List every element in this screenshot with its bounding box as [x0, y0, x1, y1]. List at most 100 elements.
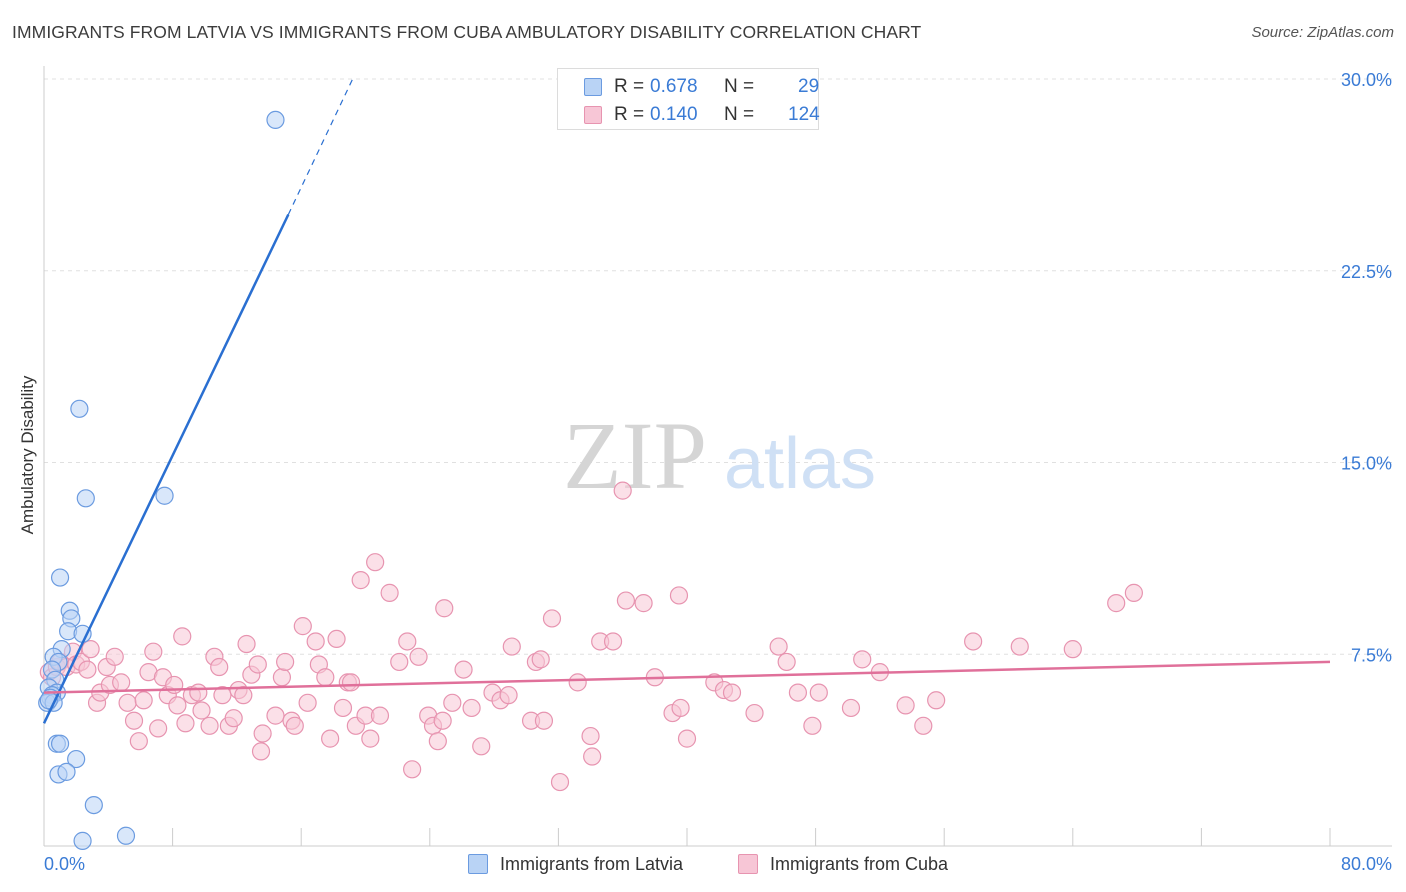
cuba-point [964, 632, 983, 651]
cuba-point [105, 647, 124, 666]
cuba-point [502, 637, 521, 656]
cuba-point [603, 632, 623, 651]
cuba-point [613, 481, 632, 500]
cuba-point [472, 737, 491, 756]
x-tick-label: 80.0% [1341, 854, 1392, 874]
cuba-point [266, 706, 285, 725]
legend-label: Immigrants from Cuba [770, 854, 949, 874]
latvia-point [76, 489, 95, 508]
cuba-point [293, 617, 312, 636]
cuba-point [390, 652, 409, 672]
n-label: N = [724, 104, 755, 125]
cuba-point [149, 719, 168, 738]
cuba-point [1124, 583, 1143, 602]
trendlines [42, 78, 1331, 724]
cuba-point [581, 726, 600, 746]
cuba-point [366, 553, 385, 572]
cuba-point [370, 706, 390, 725]
cuba-point [253, 724, 272, 743]
cuba-point [550, 772, 570, 792]
latvia-trendline-extension [287, 78, 354, 215]
latvia-point [67, 749, 86, 769]
cuba-point [112, 673, 131, 692]
cuba-point [669, 586, 689, 605]
cuba-point [189, 683, 208, 702]
latvia-trendline [42, 213, 290, 724]
n-label: N = [724, 76, 755, 97]
latvia-point [70, 399, 89, 418]
gridlines [44, 78, 1392, 655]
cuba-point [443, 693, 462, 712]
cuba-point [409, 647, 428, 666]
zipatlas-watermark: ZIP atlas [563, 402, 876, 509]
cuba-point [285, 716, 304, 735]
data-points [38, 110, 1143, 850]
cuba-point [298, 693, 317, 712]
n-value: 124 [788, 104, 820, 125]
cuba-point [433, 711, 452, 730]
y-tick-label: 15.0% [1341, 454, 1392, 474]
cuba-point [173, 627, 192, 646]
cuba-point [914, 716, 933, 735]
cuba-point [927, 691, 946, 710]
cuba-point [129, 732, 148, 751]
cuba-point [616, 591, 636, 610]
y-tick-label: 30.0% [1341, 70, 1392, 90]
cuba-point [435, 599, 454, 618]
cuba-point [321, 729, 340, 748]
cuba-legend-swatch [738, 854, 758, 874]
cuba-point [224, 709, 243, 728]
r-label: R = [614, 104, 645, 125]
cuba-point [81, 640, 100, 659]
cuba-point [454, 660, 473, 679]
cuba-point [534, 711, 554, 730]
cuba-point [1107, 594, 1126, 613]
cuba-point [398, 632, 417, 651]
cuba-point [568, 673, 587, 692]
cuba-point [134, 691, 153, 710]
cuba-point [777, 652, 796, 672]
stats-legend-box: R = 0.678 N = 29 R = 0.140 N = 124 [557, 68, 820, 130]
cuba-point [316, 668, 335, 687]
cuba-point [351, 571, 370, 590]
cuba-point [809, 683, 828, 702]
latvia-point [50, 734, 70, 753]
stats-row-cuba: R = 0.140 N = 124 [558, 101, 820, 129]
r-value: 0.678 [650, 76, 698, 97]
cuba-point [531, 650, 550, 669]
latvia-point [57, 762, 76, 781]
cuba-point [176, 714, 195, 733]
cuba-point [634, 594, 653, 613]
watermark-atlas: atlas [724, 424, 876, 504]
legend-label: Immigrants from Latvia [500, 854, 684, 874]
cuba-point [769, 637, 788, 656]
cuba-point [583, 747, 602, 766]
cuba-point [144, 642, 163, 661]
cuba-point [803, 716, 822, 735]
cuba-point [1010, 637, 1029, 656]
cuba-point [788, 683, 808, 702]
cuba-point [237, 634, 256, 654]
cuba-point [361, 729, 380, 748]
cuba-point [327, 629, 346, 649]
cuba-swatch [584, 106, 602, 124]
latvia-point [266, 110, 285, 130]
latvia-legend-swatch [468, 854, 488, 874]
chart-title: IMMIGRANTS FROM LATVIA VS IMMIGRANTS FRO… [12, 22, 922, 42]
r-label: R = [614, 76, 645, 97]
latvia-point [50, 568, 70, 587]
latvia-point [155, 486, 174, 505]
cuba-point [745, 703, 764, 723]
cuba-point [276, 652, 295, 672]
cuba-point [200, 716, 219, 735]
n-value: 29 [798, 76, 820, 97]
tick-labels: 7.5% 15.0% 22.5% 30.0% 0.0% 80.0% [44, 70, 1392, 874]
cuba-point [722, 683, 742, 702]
cuba-point [428, 732, 447, 751]
cuba-point [192, 701, 211, 720]
source-credit: Source: ZipAtlas.com [1251, 24, 1394, 41]
y-axis-label: Ambulatory Disability [18, 375, 37, 535]
r-value: 0.140 [650, 104, 698, 125]
cuba-point [380, 583, 399, 602]
